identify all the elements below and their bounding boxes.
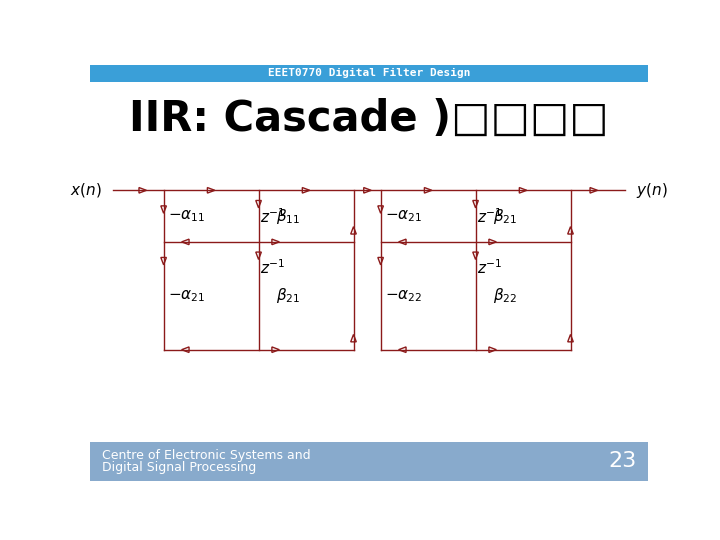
Text: $\beta_{21}$: $\beta_{21}$ <box>493 207 517 226</box>
Text: IIR: Cascade )□□□□: IIR: Cascade )□□□□ <box>129 98 609 140</box>
Text: $z^{-1}$: $z^{-1}$ <box>477 259 503 278</box>
Bar <box>90 65 648 82</box>
Text: Digital Signal Processing: Digital Signal Processing <box>102 461 256 474</box>
Text: $z^{-1}$: $z^{-1}$ <box>260 207 286 226</box>
Text: $-\alpha_{21}$: $-\alpha_{21}$ <box>385 208 423 224</box>
Text: $z^{-1}$: $z^{-1}$ <box>260 259 286 278</box>
Text: $z^{-1}$: $z^{-1}$ <box>477 207 503 226</box>
Text: Centre of Electronic Systems and: Centre of Electronic Systems and <box>102 449 310 462</box>
Text: $\beta_{21}$: $\beta_{21}$ <box>276 286 300 305</box>
Text: EEET0770 Digital Filter Design: EEET0770 Digital Filter Design <box>268 68 470 78</box>
Text: $\beta_{11}$: $\beta_{11}$ <box>276 207 300 226</box>
Bar <box>90 442 648 481</box>
Text: $-\alpha_{22}$: $-\alpha_{22}$ <box>385 288 423 303</box>
Text: $-\alpha_{21}$: $-\alpha_{21}$ <box>168 288 205 303</box>
Text: $x(n)$: $x(n)$ <box>70 181 102 199</box>
Text: 23: 23 <box>608 451 636 471</box>
Text: $\beta_{22}$: $\beta_{22}$ <box>493 286 517 305</box>
Text: $y(n)$: $y(n)$ <box>636 181 668 200</box>
Text: $-\alpha_{11}$: $-\alpha_{11}$ <box>168 208 205 224</box>
